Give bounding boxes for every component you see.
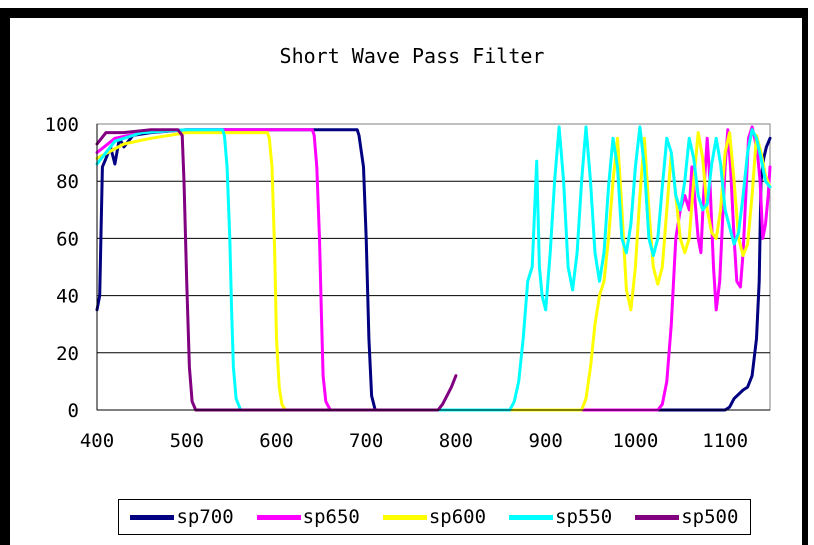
legend-item-sp600: sp600 bbox=[382, 506, 487, 528]
y-tick-label: 20 bbox=[56, 343, 79, 365]
legend-item-sp650: sp650 bbox=[256, 506, 360, 528]
y-tick-label: 100 bbox=[45, 114, 79, 136]
x-tick-label: 900 bbox=[529, 430, 563, 452]
x-tick-label: 400 bbox=[80, 430, 114, 452]
x-tick-label: 500 bbox=[170, 430, 204, 452]
x-tick-label: 600 bbox=[259, 430, 293, 452]
chart-title: Short Wave Pass Filter bbox=[280, 44, 545, 68]
x-tick-label: 1100 bbox=[702, 430, 748, 452]
legend-item-sp550: sp550 bbox=[509, 506, 612, 528]
legend-item-sp700: sp700 bbox=[130, 506, 234, 528]
x-tick-label: 700 bbox=[349, 430, 383, 452]
axes: 0 20 40 60 80 100 400 500 600 700 800 900 1000 1100 bbox=[45, 114, 770, 452]
x-tick-label: 1000 bbox=[613, 430, 659, 452]
legend-label: sp700 bbox=[176, 506, 234, 528]
legend-swatch bbox=[256, 514, 301, 520]
legend-swatch bbox=[130, 514, 175, 520]
legend-item-sp500: sp500 bbox=[635, 506, 738, 528]
legend-label: sp500 bbox=[681, 506, 739, 528]
legend: sp700 sp650 sp600 sp550 sp500 bbox=[118, 499, 751, 535]
legend-swatch bbox=[635, 514, 680, 520]
legend-swatch bbox=[382, 514, 427, 520]
series-line-sp700 bbox=[95, 128, 772, 412]
series-line-sp600 bbox=[95, 131, 772, 412]
y-tick-label: 80 bbox=[56, 171, 79, 193]
y-tick-label: 40 bbox=[56, 286, 79, 308]
legend-label: sp650 bbox=[302, 506, 360, 528]
series-lines bbox=[95, 125, 772, 412]
y-tick-label: 60 bbox=[56, 228, 79, 250]
series-line-sp500 bbox=[95, 128, 458, 412]
legend-label: sp600 bbox=[428, 506, 487, 528]
y-tick-label: 0 bbox=[68, 400, 79, 422]
legend-label: sp550 bbox=[555, 506, 613, 528]
x-tick-label: 800 bbox=[439, 430, 473, 452]
legend-swatch bbox=[509, 514, 554, 520]
